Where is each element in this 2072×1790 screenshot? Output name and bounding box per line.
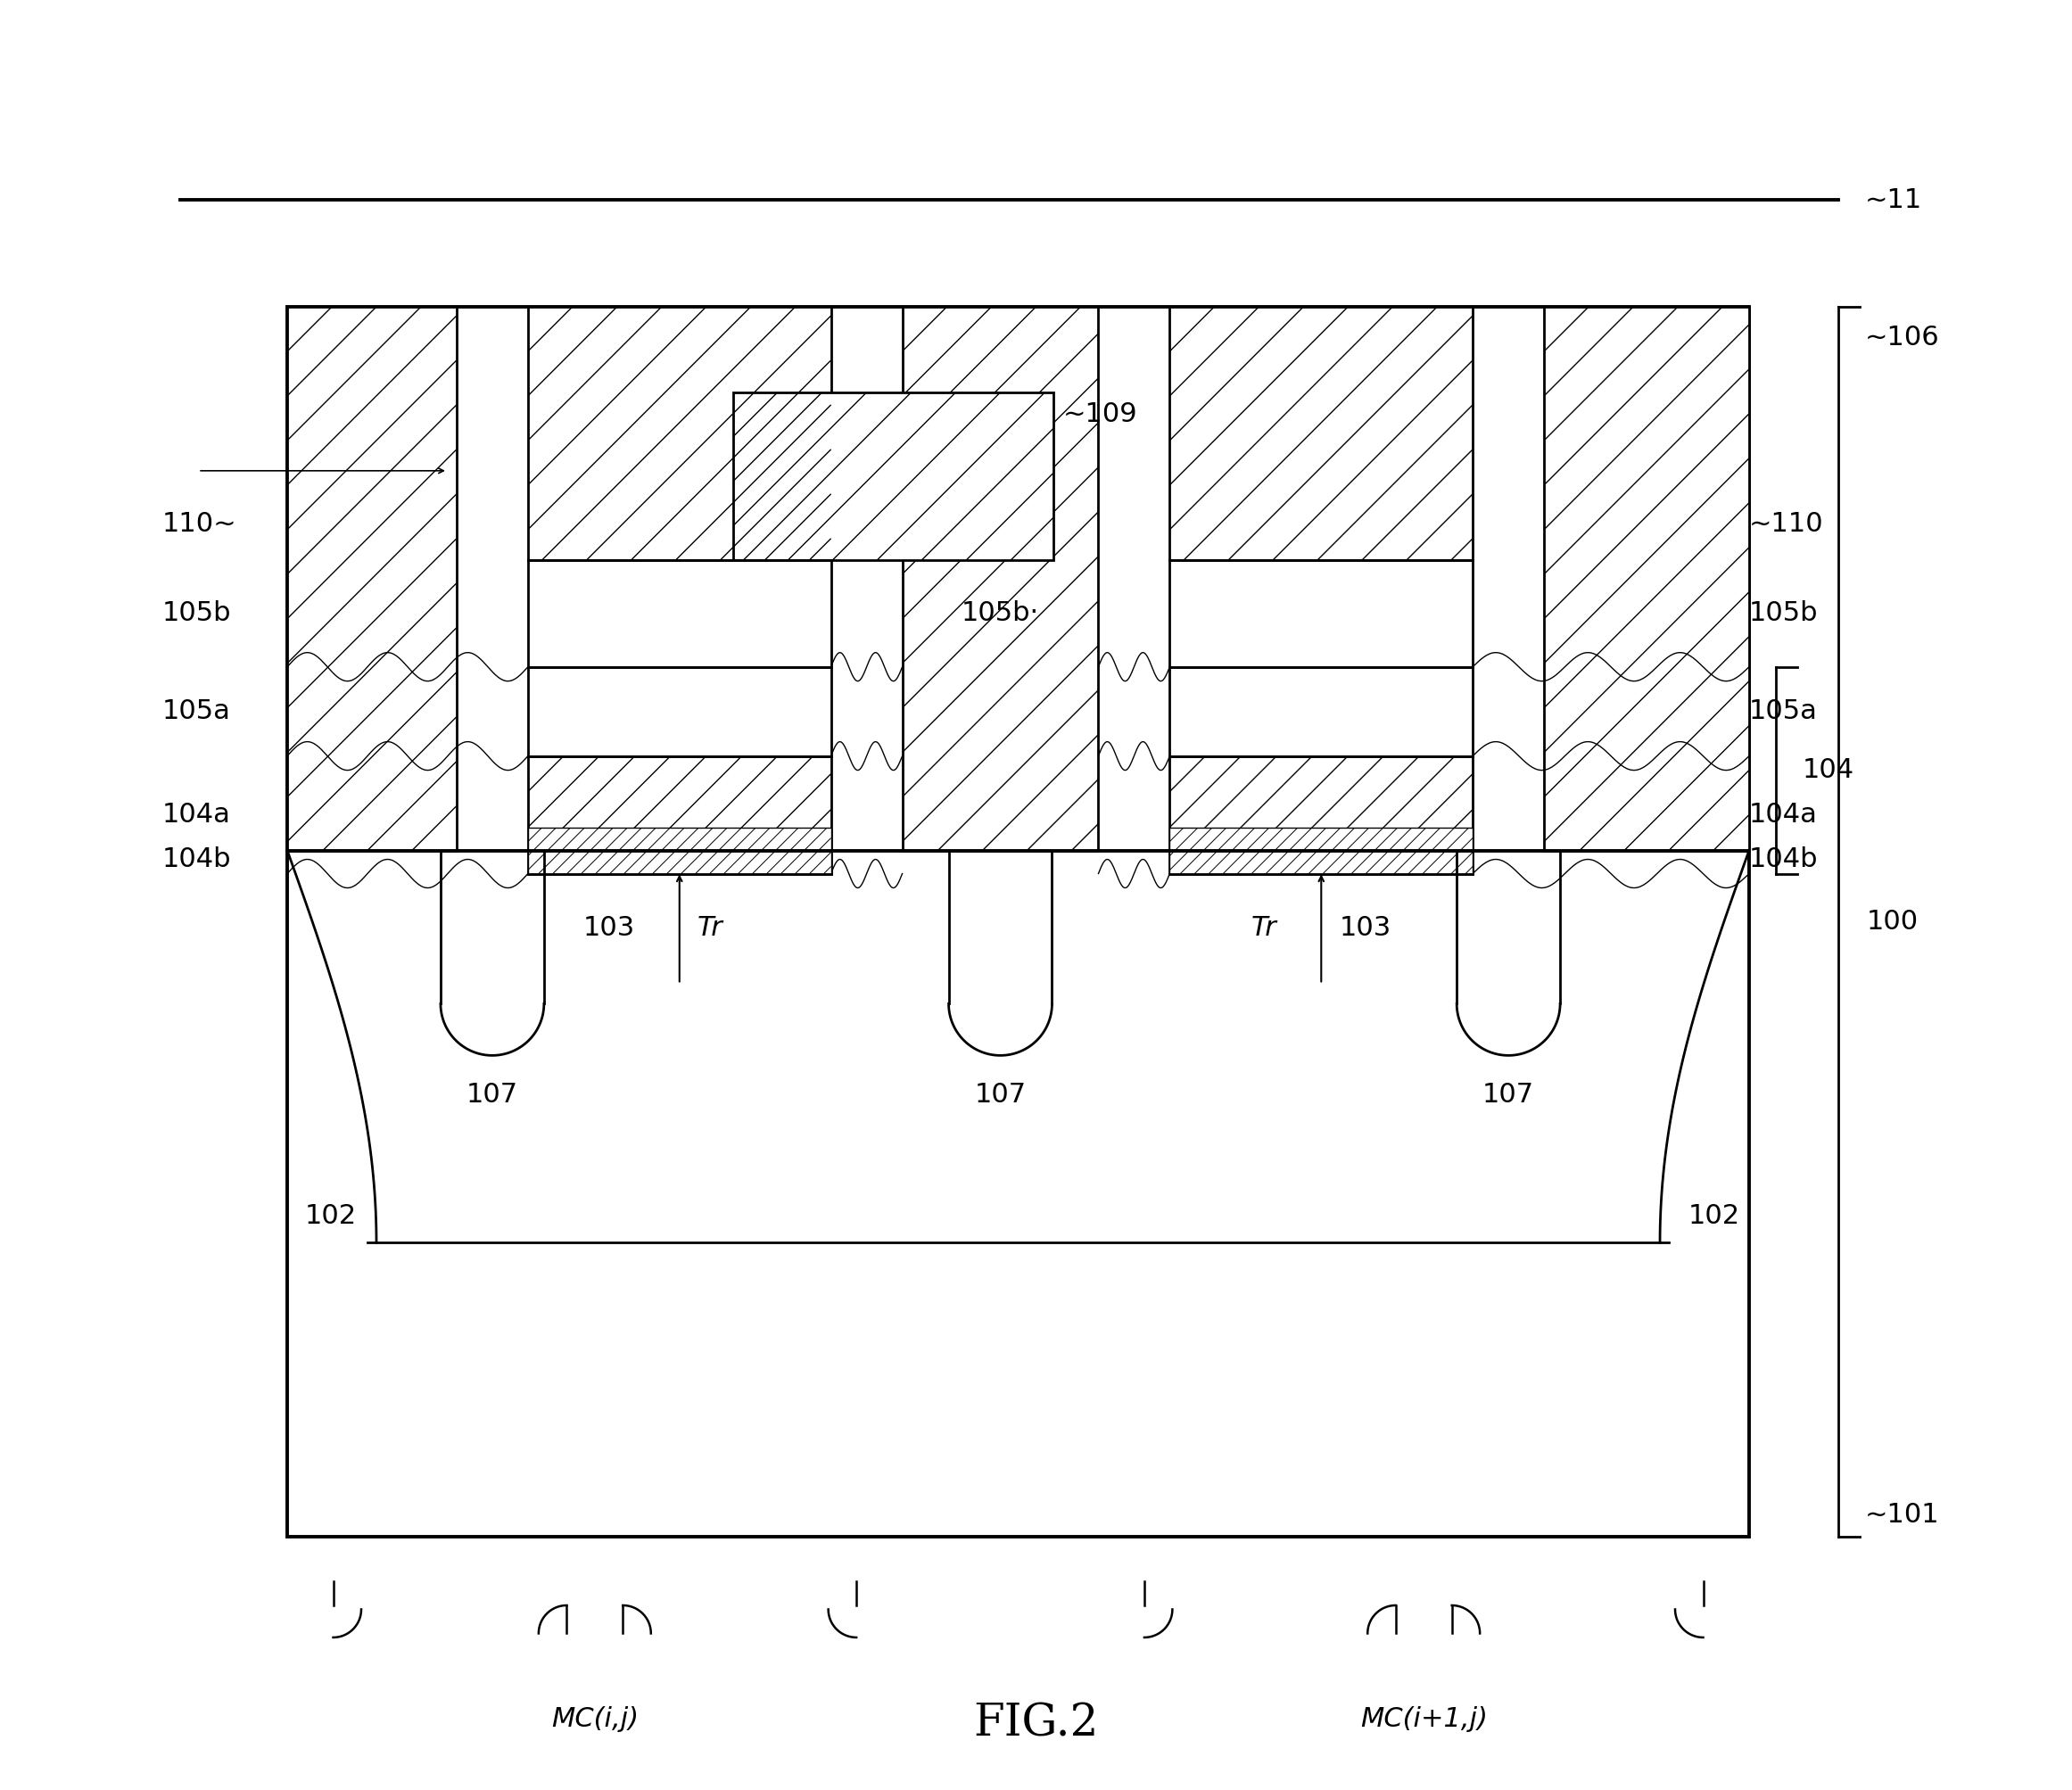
Text: Wᴵ: Wᴵ — [663, 401, 696, 426]
Bar — [733, 392, 1055, 560]
Text: MC(i,j): MC(i,j) — [551, 1706, 638, 1733]
Text: ~109: ~109 — [1063, 401, 1138, 428]
Bar — [901, 306, 1098, 850]
Bar — [1171, 668, 1473, 755]
Text: ~110: ~110 — [1749, 512, 1823, 537]
Text: 104a: 104a — [162, 802, 232, 827]
Text: 103: 103 — [1339, 915, 1390, 942]
Text: Tr: Tr — [1251, 915, 1276, 942]
Bar — [1171, 560, 1473, 668]
Bar — [528, 827, 831, 874]
Text: 105b: 105b — [162, 600, 232, 626]
Bar — [1171, 827, 1473, 874]
Text: 104b: 104b — [1749, 847, 1819, 872]
Text: Tr: Tr — [698, 915, 723, 942]
Text: ~101: ~101 — [1865, 1502, 1939, 1529]
Text: FIG.2: FIG.2 — [974, 1702, 1098, 1745]
Text: 107: 107 — [466, 1083, 518, 1108]
Text: 110~: 110~ — [162, 512, 236, 537]
Text: 102: 102 — [1689, 1203, 1740, 1228]
Text: 107: 107 — [974, 1083, 1026, 1108]
Bar — [1171, 306, 1473, 560]
Bar — [528, 755, 831, 874]
Bar — [1171, 755, 1473, 874]
Text: 105b·: 105b· — [961, 600, 1040, 626]
Text: 104a: 104a — [1749, 802, 1817, 827]
Text: ~11: ~11 — [1865, 186, 1923, 213]
Text: 100: 100 — [1867, 909, 1919, 934]
Bar — [733, 392, 1055, 560]
Bar — [528, 306, 831, 560]
Bar — [528, 306, 831, 560]
Text: 107: 107 — [1481, 1083, 1535, 1108]
Bar — [1171, 755, 1473, 874]
Text: 105a: 105a — [1749, 698, 1817, 725]
Bar — [901, 306, 1098, 850]
Text: 105a: 105a — [162, 698, 232, 725]
Bar — [528, 827, 831, 874]
Text: 108: 108 — [537, 333, 588, 360]
Bar — [1171, 827, 1473, 874]
Text: 104: 104 — [1803, 757, 1854, 784]
Text: 104b: 104b — [162, 847, 232, 872]
Bar — [528, 668, 831, 755]
Bar — [1171, 306, 1473, 560]
Text: MC(i+1,j): MC(i+1,j) — [1359, 1706, 1488, 1733]
Bar — [528, 560, 831, 668]
Bar — [288, 306, 456, 850]
Text: 105b: 105b — [1749, 600, 1819, 626]
Text: ~106: ~106 — [1865, 324, 1939, 351]
Text: 103: 103 — [582, 915, 634, 942]
Text: 102: 102 — [305, 1203, 356, 1228]
Bar — [288, 306, 1749, 1538]
Bar — [288, 306, 456, 850]
Bar — [528, 755, 831, 874]
Bar — [1544, 306, 1749, 850]
Bar — [1544, 306, 1749, 850]
Text: Wᴵ₊₁: Wᴵ₊₁ — [1293, 401, 1349, 426]
